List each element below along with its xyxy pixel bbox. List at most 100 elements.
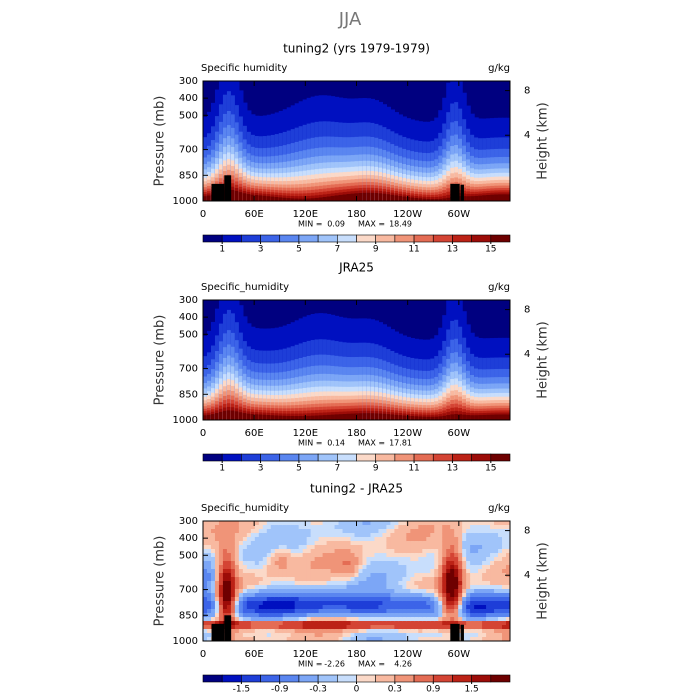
contour-fill <box>314 569 320 574</box>
contour-fill <box>366 581 371 586</box>
contour-fill <box>366 537 371 542</box>
x-tick-label: 60W <box>448 209 471 220</box>
contour-fill <box>338 529 344 534</box>
contour-fill <box>350 557 356 562</box>
contour-fill <box>274 633 280 638</box>
contour-fill <box>454 549 459 554</box>
contour-fill <box>490 601 495 606</box>
contour-fill <box>422 617 427 622</box>
contour-fill <box>350 573 356 578</box>
contour-fill <box>502 565 507 570</box>
contour-fill <box>210 589 216 594</box>
contour-fill <box>366 561 371 566</box>
contour-fill <box>362 521 367 526</box>
contour-fill <box>486 577 491 582</box>
contour-fill <box>494 569 499 574</box>
contour-fill <box>346 569 352 574</box>
y-tick-label: 1000 <box>173 636 198 647</box>
contour-fill <box>266 573 272 578</box>
contour-fill <box>206 541 212 546</box>
contour-fill <box>358 593 363 598</box>
contour-fill <box>502 581 507 586</box>
contour-fill <box>418 585 423 590</box>
contour-fill <box>490 194 495 201</box>
contour-fill <box>370 633 375 638</box>
contour-fill <box>238 553 244 558</box>
contour-fill <box>402 557 407 562</box>
contour-fill <box>406 553 411 558</box>
contour-fill <box>442 557 447 562</box>
contour-fill <box>246 629 252 634</box>
contour-fill <box>446 577 451 582</box>
contour-fill <box>382 625 387 630</box>
contour-fill <box>402 621 407 626</box>
contour-fill <box>394 414 399 420</box>
contour-fill <box>502 194 507 201</box>
contour-fill <box>266 613 272 618</box>
contour-fill <box>254 613 260 618</box>
contour-fill <box>294 537 300 542</box>
contour-fill <box>206 581 212 586</box>
contour-fill <box>406 577 411 582</box>
contour-fill <box>378 541 383 546</box>
contour-fill <box>382 617 387 622</box>
contour-fill <box>330 593 336 598</box>
colorbar-label: 7 <box>334 464 340 474</box>
contour-fill <box>254 609 260 614</box>
contour-fill <box>290 565 296 570</box>
contour-fill <box>498 581 503 586</box>
contour-fill <box>370 569 375 574</box>
contour-fill <box>322 593 328 598</box>
colorbar-box <box>202 453 223 462</box>
contour-fill <box>494 525 499 530</box>
contour-fill <box>442 581 447 586</box>
contour-fill <box>446 597 451 602</box>
contour-fill <box>406 561 411 566</box>
contour-fill <box>246 557 252 562</box>
contour-fill <box>506 597 510 602</box>
contour-fill <box>486 414 491 420</box>
contour-fill <box>382 605 387 610</box>
contour-fill <box>346 525 352 530</box>
contour-fill <box>370 621 375 626</box>
contour-fill <box>334 589 340 594</box>
contour-fill <box>402 541 407 546</box>
contour-fill <box>238 545 244 550</box>
contour-fill <box>386 633 391 638</box>
contour-fill <box>298 525 304 530</box>
contour-fill <box>382 525 387 530</box>
contour-fill <box>394 565 399 570</box>
contour-fill <box>246 413 252 420</box>
contour-fill <box>494 561 499 566</box>
contour-fill <box>270 521 276 526</box>
contour-fill <box>278 541 284 546</box>
contour-fill <box>346 601 352 606</box>
x-tick-label: 0 <box>200 649 206 660</box>
contour-fill <box>394 613 399 618</box>
contour-fill <box>406 609 411 614</box>
contour-fill <box>318 573 324 578</box>
contour-fill <box>438 621 443 626</box>
contour-fill <box>478 529 483 534</box>
contour-fill <box>422 521 427 526</box>
contour-fill <box>274 593 280 598</box>
contour-fill <box>406 525 411 530</box>
contour-fill <box>410 565 415 570</box>
contour-fill <box>334 613 340 618</box>
contour-fill <box>238 521 244 526</box>
contour-fill <box>458 529 463 534</box>
contour-fill <box>286 585 292 590</box>
contour-fill <box>282 537 288 542</box>
topography <box>450 183 460 201</box>
contour-fill <box>494 633 499 638</box>
contour-fill <box>490 609 495 614</box>
contour-fill <box>422 533 427 538</box>
contour-fill <box>262 541 268 546</box>
contour-fill <box>430 633 435 638</box>
contour-fill <box>342 541 348 546</box>
colorbar-box <box>298 453 319 462</box>
contour-fill <box>418 605 423 610</box>
contour-fill <box>506 625 510 630</box>
colorbar-box <box>317 234 338 243</box>
contour-fill <box>374 537 379 542</box>
